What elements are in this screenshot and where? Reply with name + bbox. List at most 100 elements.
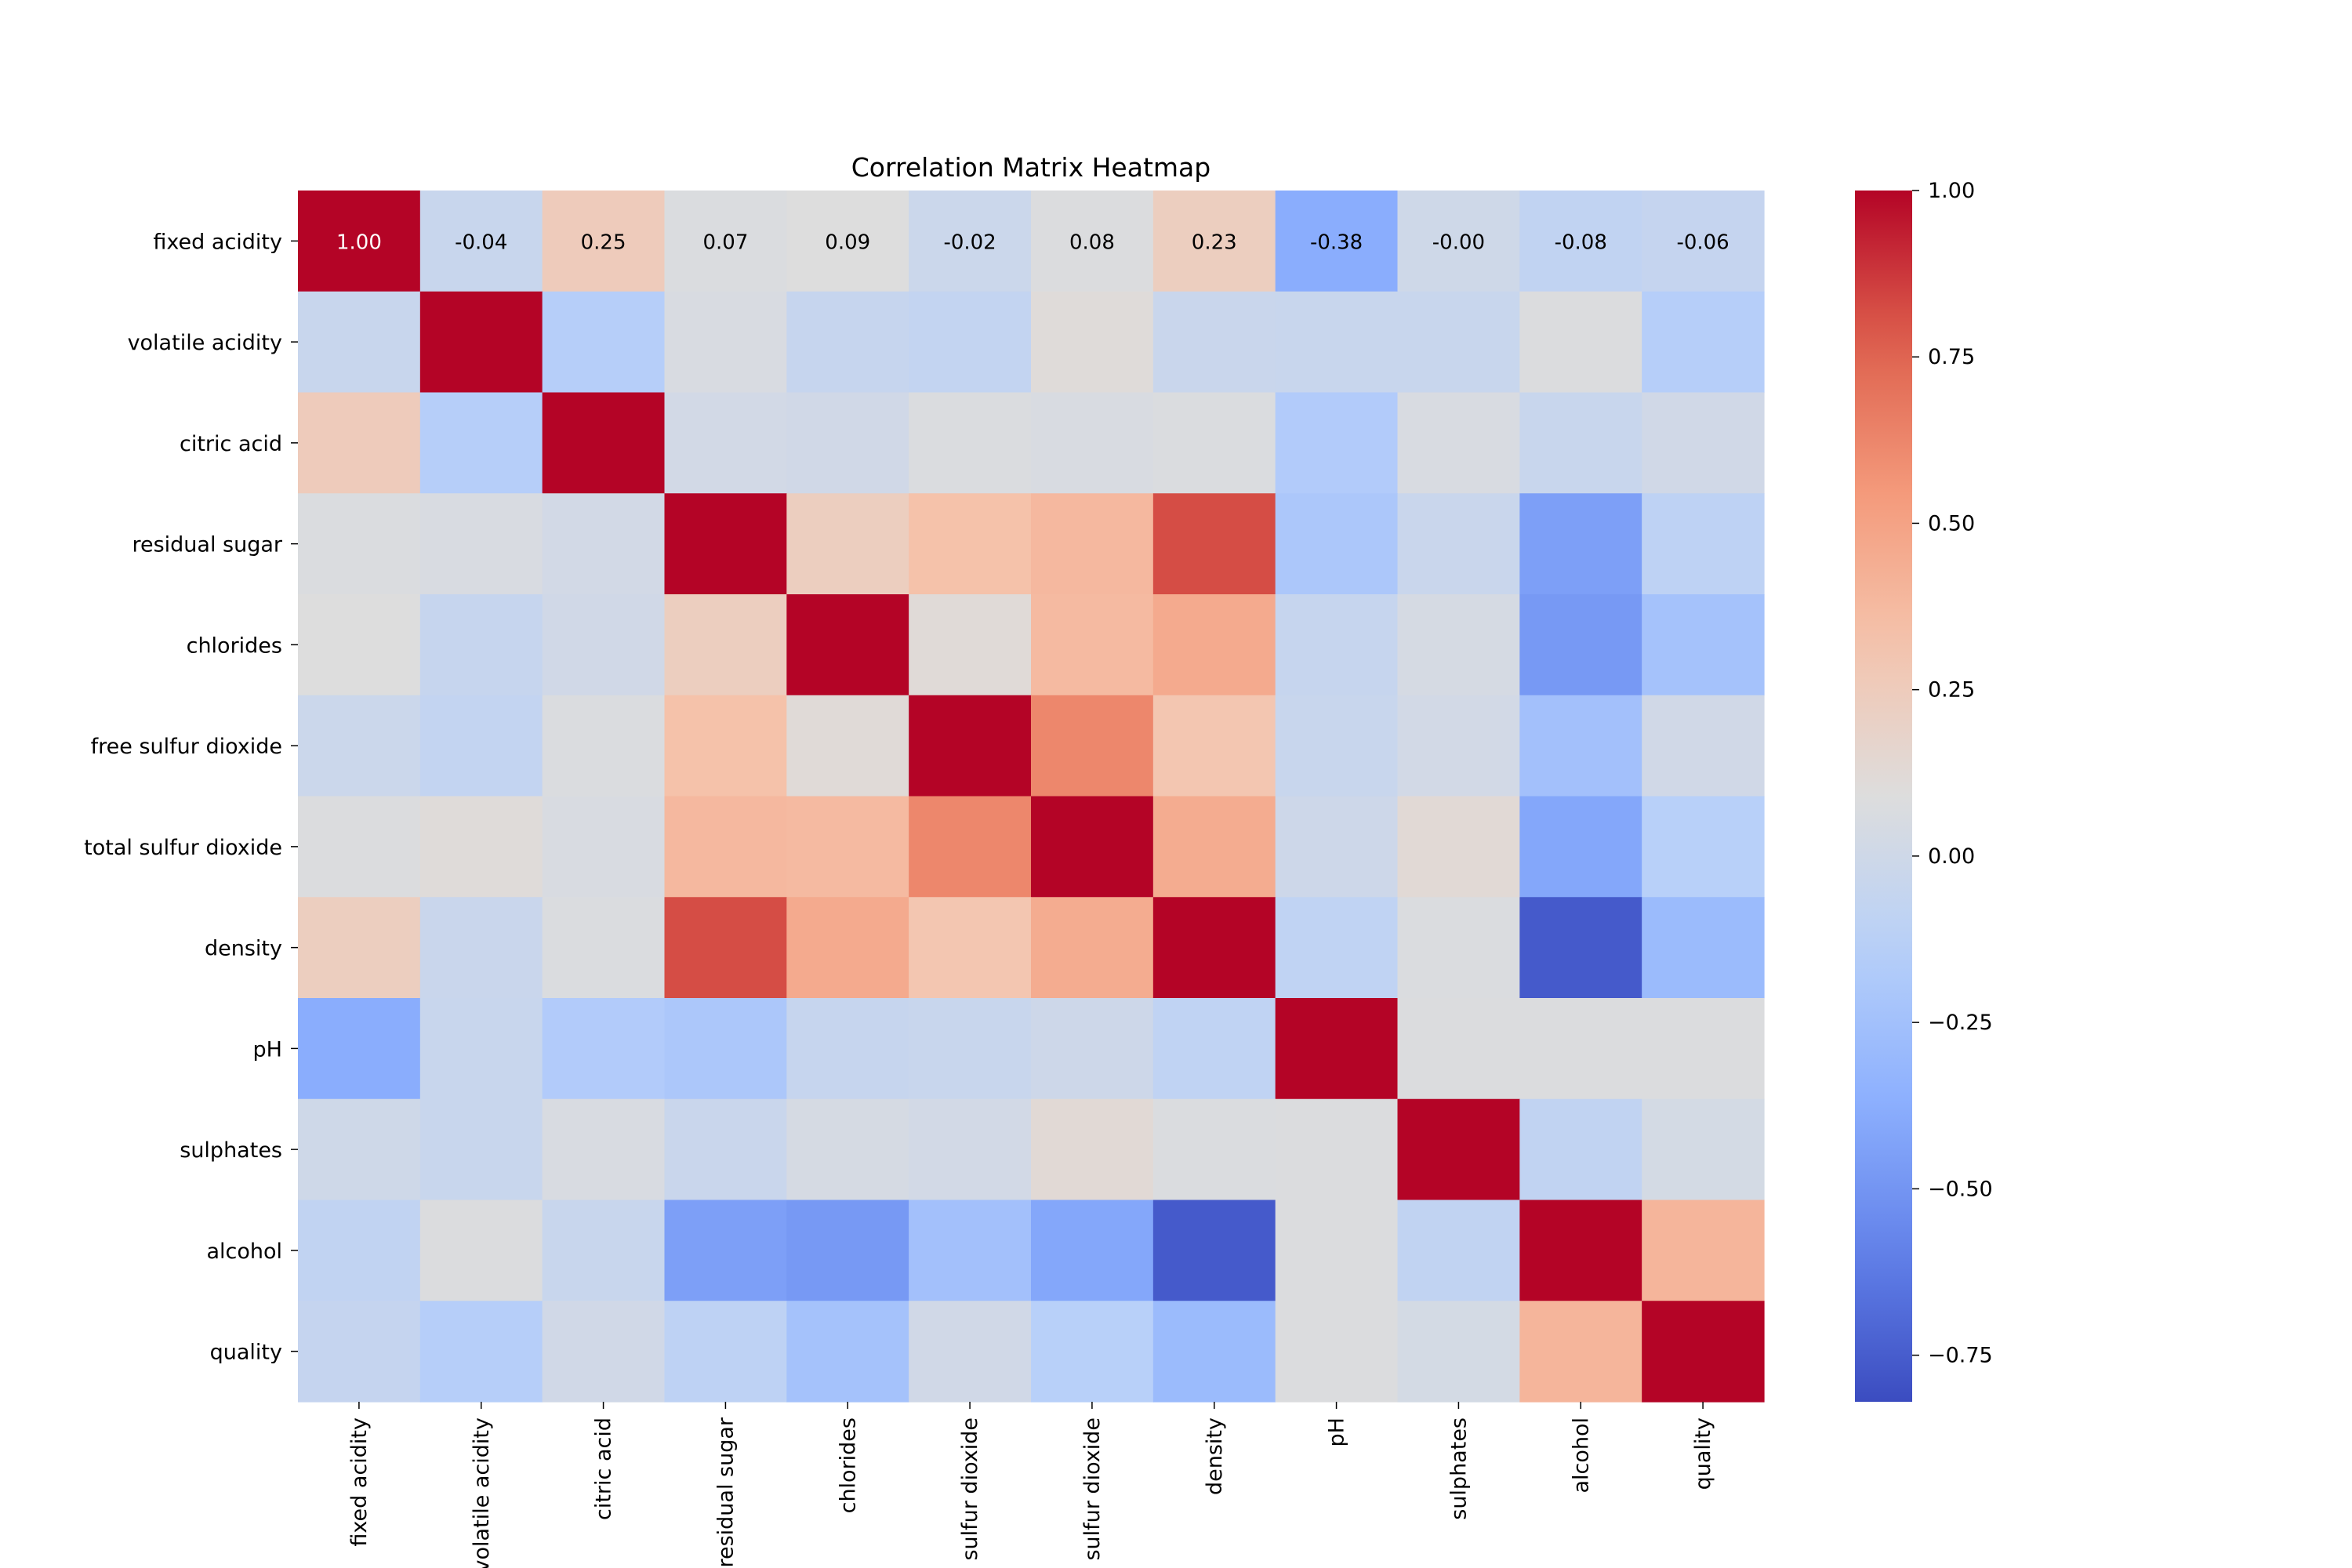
heatmap-cell	[664, 191, 787, 292]
x-tick-label: volatile acidity	[470, 1417, 494, 1568]
heatmap-cell	[1031, 291, 1154, 394]
x-tick-label: sulfur dioxide	[1080, 1417, 1105, 1561]
heatmap-cell	[1152, 1301, 1276, 1403]
heatmap-cell	[664, 1301, 787, 1403]
heatmap-cell	[1031, 493, 1154, 595]
y-tick-label: density	[205, 937, 282, 961]
heatmap-cell	[786, 594, 909, 696]
colorbar-tick-label: 1.00	[1928, 179, 1975, 203]
heatmap-cell	[1519, 897, 1642, 999]
heatmap-cell	[1152, 998, 1276, 1100]
heatmap-cell	[1275, 1200, 1399, 1301]
heatmap-cell	[1397, 695, 1520, 797]
heatmap-cell	[1152, 695, 1276, 797]
heatmap-cell	[542, 594, 666, 696]
heatmap-cell	[909, 594, 1032, 696]
colorbar-tick-label: −0.50	[1928, 1177, 1993, 1201]
cell-annotation: -0.06	[1676, 230, 1729, 254]
heatmap-cell	[1642, 998, 1765, 1100]
cell-annotation: 0.25	[581, 230, 626, 254]
heatmap-cell	[1275, 493, 1399, 595]
y-tick-label: sulphates	[180, 1138, 282, 1163]
heatmap-cell	[542, 998, 666, 1100]
heatmap-cell	[1397, 1301, 1520, 1403]
heatmap-cell	[1275, 291, 1399, 394]
heatmap-cell	[1519, 392, 1642, 494]
heatmap-cell	[1397, 796, 1520, 898]
colorbar: 1.00 0.75 0.50 0.25 0.00 −0.25 −0.50 −0.75	[1855, 179, 1993, 1402]
cell-annotation: 0.23	[1192, 230, 1237, 254]
heatmap-cell	[1152, 1098, 1276, 1201]
heatmap-cell	[419, 392, 543, 494]
heatmap-cell	[542, 493, 666, 595]
heatmap-cell	[298, 796, 421, 898]
heatmap-cell	[664, 1098, 787, 1201]
heatmap-cell	[909, 796, 1032, 898]
heatmap-cell	[298, 291, 421, 394]
heatmap-cell	[909, 695, 1032, 797]
heatmap-cell	[909, 392, 1032, 494]
heatmap-cell	[909, 291, 1032, 394]
x-tick-label: fixed acidity	[347, 1417, 372, 1547]
heatmap-cell	[1275, 998, 1399, 1100]
heatmap-cell	[1275, 1098, 1399, 1201]
cell-annotation: -0.38	[1310, 230, 1363, 254]
heatmap-cell	[419, 191, 543, 292]
x-tick-label: pH	[1325, 1417, 1349, 1446]
heatmap-cell	[298, 392, 421, 494]
heatmap-cell	[542, 796, 666, 898]
y-tick-label: pH	[253, 1037, 282, 1062]
y-tick-label: residual sugar	[132, 533, 282, 557]
heatmap-cell	[419, 493, 543, 595]
heatmap-cell	[1275, 1301, 1399, 1403]
cell-annotation: -0.02	[943, 230, 996, 254]
heatmap-cell	[1642, 493, 1765, 595]
heatmap-cell	[1519, 695, 1642, 797]
x-tick-label: density	[1203, 1417, 1227, 1495]
y-tick-label: citric acid	[180, 432, 282, 456]
heatmap-cell	[1642, 594, 1765, 696]
cell-annotation: 0.08	[1069, 230, 1115, 254]
x-tick-label: sulfur dioxide	[958, 1417, 982, 1561]
heatmap-cell	[298, 1301, 421, 1403]
y-tick-label: alcohol	[206, 1240, 282, 1264]
heatmap-cell	[1152, 191, 1276, 292]
heatmap-cell	[1031, 392, 1154, 494]
heatmap-cell	[664, 594, 787, 696]
heatmap-cell	[1642, 897, 1765, 999]
heatmap-cell	[1519, 291, 1642, 394]
heatmap-cell	[298, 191, 421, 292]
heatmap-cell	[1275, 897, 1399, 999]
x-tick-label: citric acid	[592, 1417, 616, 1520]
heatmap-cell	[298, 1200, 421, 1301]
heatmap-cell	[786, 1301, 909, 1403]
y-tick-label: total sulfur dioxide	[84, 836, 282, 860]
heatmap-cell	[419, 897, 543, 999]
heatmap-cell	[1397, 594, 1520, 696]
heatmap-cell	[542, 1200, 666, 1301]
heatmap-cell	[664, 392, 787, 494]
heatmap-cell	[909, 1301, 1032, 1403]
heatmap-cell	[786, 392, 909, 494]
heatmap-cell	[664, 897, 787, 999]
heatmap-cell	[786, 1200, 909, 1301]
heatmap-cell	[1152, 594, 1276, 696]
heatmap-cell	[298, 695, 421, 797]
colorbar-tick-label: −0.75	[1928, 1344, 1993, 1368]
heatmap-cell	[664, 291, 787, 394]
heatmap-cell	[909, 493, 1032, 595]
heatmap-cell	[419, 594, 543, 696]
heatmap-cell	[1397, 897, 1520, 999]
heatmap-cell	[664, 695, 787, 797]
heatmap-cell	[664, 998, 787, 1100]
x-tick-label: alcohol	[1569, 1417, 1593, 1494]
cell-annotation: 0.07	[702, 230, 748, 254]
heatmap-cell	[1275, 392, 1399, 494]
y-tick-label: volatile acidity	[128, 331, 282, 355]
heatmap-cell	[909, 1200, 1032, 1301]
heatmap-cell	[419, 1200, 543, 1301]
colorbar-tick-label: 0.50	[1928, 511, 1975, 535]
heatmap-cell	[1397, 998, 1520, 1100]
heatmap-cell	[1031, 1200, 1154, 1301]
y-tick-label: chlorides	[187, 633, 282, 658]
